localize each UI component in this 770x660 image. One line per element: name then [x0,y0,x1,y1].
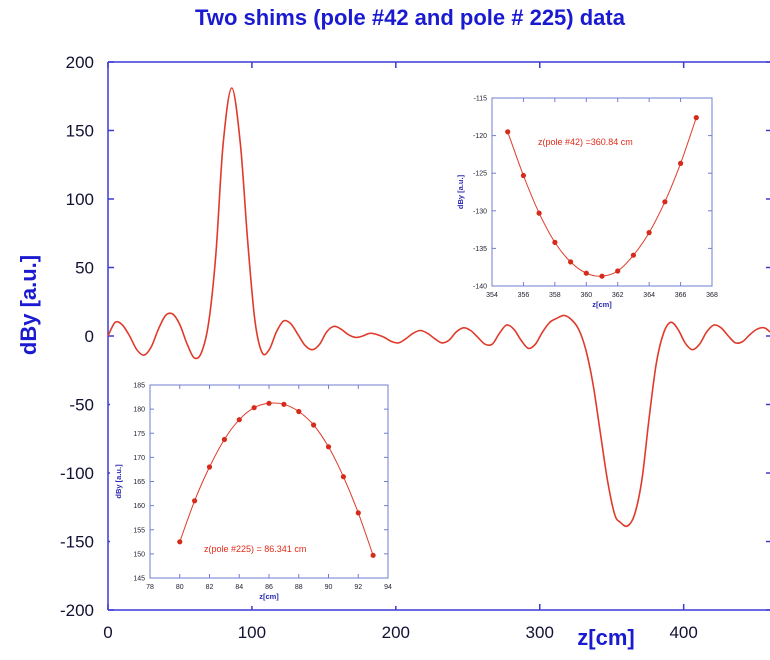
inset-data-point [599,273,605,279]
inset-background [452,90,730,314]
y-tick-label: 150 [66,122,94,141]
chart-title: Two shims (pole #42 and pole # 225) data [195,5,626,30]
inset-data-point [177,539,183,545]
inset-data-point [646,230,652,236]
inset-data-point [505,129,511,135]
inset-y-tick-label: -115 [474,96,488,103]
inset-data-point [520,172,527,179]
inset-data-point [251,405,257,411]
inset-x-tick-label: 368 [706,292,718,299]
y-tick-label: 100 [66,190,94,209]
inset-fit-curve [179,402,374,556]
inset-data-point [192,498,198,504]
inset-x-tick-label: 364 [643,292,655,299]
inset-data-point [536,210,542,216]
inset-data-point [266,400,272,406]
inset-y-tick-label: -125 [473,171,487,178]
inset-data-point [311,422,317,428]
inset-data-point [206,464,213,470]
inset-y-tick-label: 145 [133,576,145,583]
inset-x-tick-label: 80 [176,584,184,591]
inset-x-tick-label: 88 [295,584,303,591]
inset-data-point [552,239,558,245]
y-tick-label: -100 [60,464,94,483]
inset-y-axis-label: dBy [a.u.] [114,464,123,499]
inset-annotation: z(pole #225) = 86.341 cm [204,544,306,554]
inset-pole-225: 78 80 82 84 86 88 90 92 94 185 180 175 170 165 160 155 1… [110,377,406,606]
inset-x-tick-label: 356 [518,292,530,299]
inset-y-axis-label: dBy [a.u.] [456,174,465,209]
inset-y-tick-label: -135 [473,246,487,253]
inset-y-tick-label: 155 [133,527,145,534]
inset-x-tick-label: 90 [325,584,333,591]
inset-y-tick-label: -120 [473,133,487,140]
inset-x-tick-label: 358 [549,292,561,299]
inset-data-point [340,474,346,480]
y-tick-label: -200 [60,601,94,620]
inset-x-tick-label: 92 [354,584,362,591]
inset-x-tick-label: 360 [580,292,592,299]
inset-y-tick-label: 175 [133,431,145,438]
inset-pole-42: 354 356 358 360 362 364 366 368 -115 -120 -125 -130… [452,90,730,314]
x-tick-label: 0 [103,623,112,642]
inset-x-tick-label: 362 [612,292,624,299]
y-tick-label: 200 [66,53,94,72]
inset-data-point [693,115,699,121]
inset-data-point [221,436,227,443]
inset-x-axis-label: z[cm] [592,300,612,309]
x-tick-label: 300 [526,623,554,642]
inset-data-point [370,552,376,558]
inset-y-tick-label: 150 [133,551,145,558]
inset-data-point [296,408,302,415]
inset-frame [491,97,713,287]
inset-data-point [568,259,574,265]
inset-y-tick-label: -140 [473,284,487,291]
inset-x-tick-label: 366 [675,292,687,299]
x-tick-label: 100 [238,623,266,642]
main-plot: 200 150 100 50 0 -50 -100 -150 -200 0 100 200 300 400… [16,53,770,650]
inset-x-tick-label: 94 [384,584,392,591]
inset-x-tick-label: 78 [146,584,154,591]
y-tick-label: -150 [60,533,94,552]
inset-y-tick-label: -130 [473,208,487,215]
inset-y-tick-label: 160 [133,503,145,510]
inset-data-point [583,270,589,276]
y-tick-label: -50 [69,396,94,415]
inset-y-tick-label: 185 [133,383,145,390]
inset-data-point [325,444,332,450]
inset-y-tick-label: 180 [133,407,145,414]
inset-data-point [678,160,684,166]
inset-data-point [281,401,287,407]
inset-background [110,377,406,606]
inset-x-axis-label: z[cm] [259,592,279,601]
inset-annotation: z(pole #42) =360.84 cm [538,137,633,147]
inset-y-tick-label: 165 [133,479,145,486]
inset-x-tick-label: 354 [486,292,498,299]
inset-y-tick-label: 170 [133,455,145,462]
inset-data-point [630,252,637,258]
inset-x-tick-label: 82 [206,584,214,591]
inset-data-point [662,199,668,205]
y-tick-label: 0 [85,327,94,346]
inset-data-point [615,268,621,274]
x-tick-label: 400 [669,623,697,642]
x-axis-label: z[cm] [577,625,634,650]
inset-x-tick-label: 84 [235,584,243,591]
inset-data-point [236,417,242,423]
x-tick-label: 200 [382,623,410,642]
series-line-dby [107,87,770,528]
y-axis-label: dBy [a.u.] [16,255,41,355]
y-tick-label: 50 [75,259,94,278]
inset-x-tick-label: 86 [265,584,273,591]
inset-data-point [355,510,361,516]
